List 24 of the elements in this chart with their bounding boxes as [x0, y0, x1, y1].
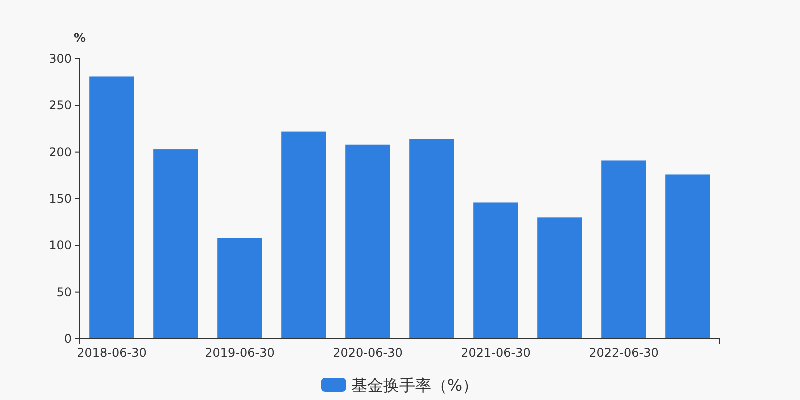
- bar: [90, 76, 134, 339]
- bar: [538, 218, 582, 339]
- x-tick-label: 2022-06-30: [589, 346, 659, 360]
- x-tick-label: 2020-06-30: [333, 346, 403, 360]
- y-tick-label: 250: [49, 98, 72, 113]
- legend-label: 基金换手率（%）: [351, 376, 479, 395]
- bar: [346, 144, 390, 339]
- x-tick-label: 2018-06-30: [77, 346, 147, 360]
- bar: [602, 160, 646, 339]
- y-tick-label: 200: [49, 145, 72, 160]
- y-axis-title: %: [74, 31, 86, 45]
- bar: [154, 150, 198, 339]
- bar: [218, 238, 262, 339]
- x-tick-label: 2019-06-30: [205, 346, 275, 360]
- y-tick-label: 300: [49, 52, 72, 66]
- x-tick-label: 2021-06-30: [461, 346, 531, 360]
- bar: [410, 139, 454, 339]
- bar: [474, 202, 518, 339]
- y-tick-label: 0: [64, 332, 72, 346]
- y-tick-label: 100: [49, 238, 72, 253]
- bar: [282, 132, 326, 339]
- y-tick-label: 150: [49, 192, 72, 206]
- bar: [666, 174, 710, 339]
- y-tick-label: 50: [56, 285, 72, 300]
